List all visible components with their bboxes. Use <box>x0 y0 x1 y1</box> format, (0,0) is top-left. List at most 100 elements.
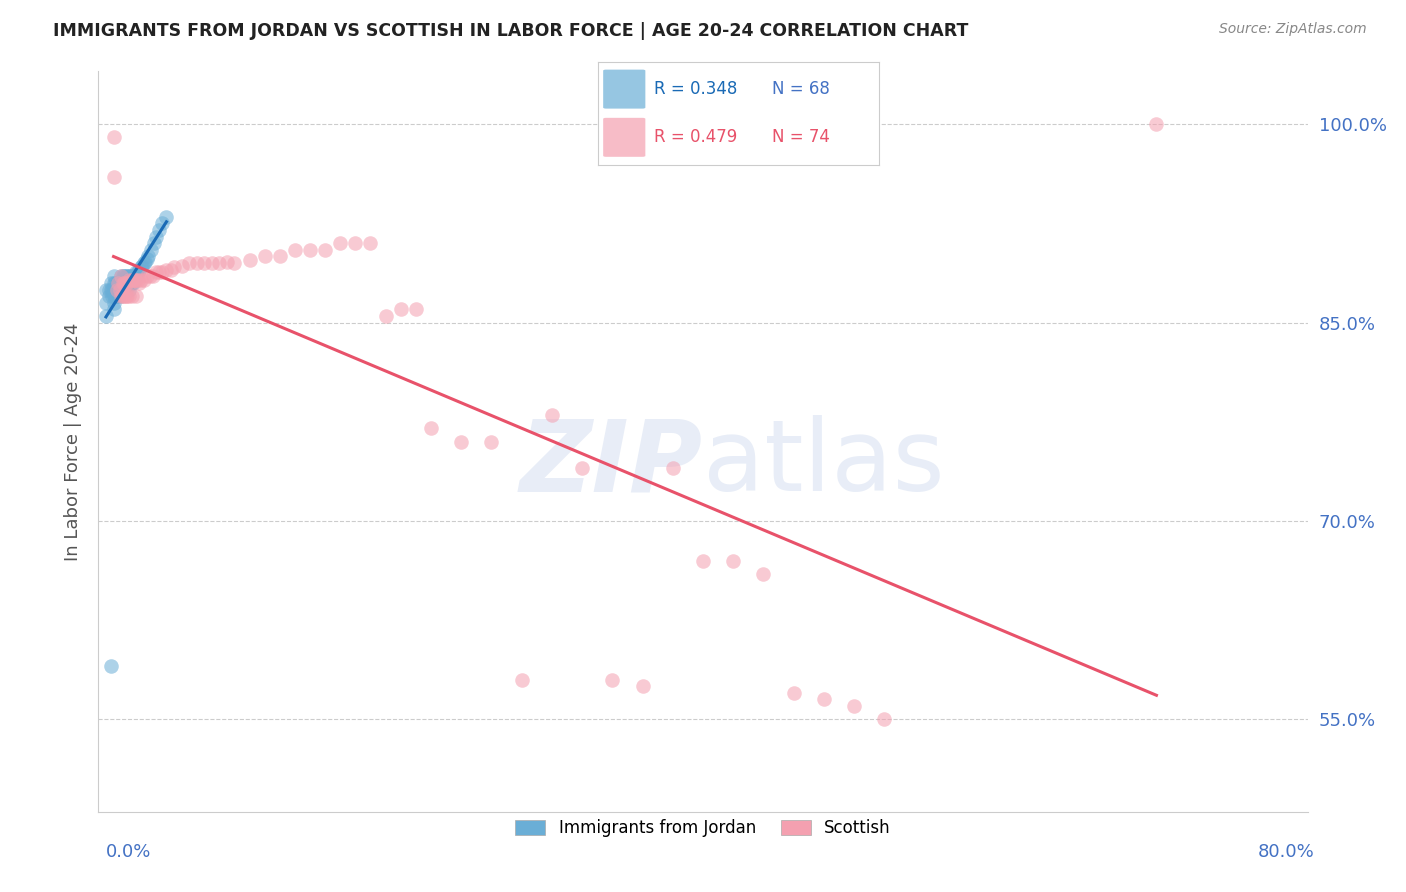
Point <box>111 283 134 297</box>
Point <box>143 236 166 251</box>
Point <box>155 210 177 224</box>
Point <box>129 260 152 274</box>
Point <box>103 276 125 290</box>
Point <box>114 289 136 303</box>
Text: atlas: atlas <box>703 416 945 512</box>
Point <box>215 254 238 268</box>
Point <box>120 276 142 290</box>
Point <box>129 273 152 287</box>
Point <box>101 283 124 297</box>
Point <box>160 262 183 277</box>
Point <box>103 302 125 317</box>
FancyBboxPatch shape <box>603 70 645 109</box>
Point <box>94 283 117 297</box>
Point <box>389 302 412 317</box>
Point <box>108 283 131 297</box>
Text: IMMIGRANTS FROM JORDAN VS SCOTTISH IN LABOR FORCE | AGE 20-24 CORRELATION CHART: IMMIGRANTS FROM JORDAN VS SCOTTISH IN LA… <box>53 22 969 40</box>
Point <box>1144 117 1167 131</box>
Y-axis label: In Labor Force | Age 20-24: In Labor Force | Age 20-24 <box>63 322 82 561</box>
Point <box>150 265 173 279</box>
Point <box>110 276 132 290</box>
Point <box>104 289 127 303</box>
Legend: Immigrants from Jordan, Scottish: Immigrants from Jordan, Scottish <box>509 813 897 844</box>
Point <box>844 698 866 713</box>
Point <box>104 276 127 290</box>
Point <box>602 673 624 687</box>
Point <box>405 302 427 317</box>
Point <box>329 236 352 251</box>
Point <box>110 283 132 297</box>
Point <box>201 256 224 270</box>
Point <box>114 269 136 284</box>
Point <box>105 283 128 297</box>
Point <box>111 289 134 303</box>
Point <box>723 553 745 567</box>
Text: Source: ZipAtlas.com: Source: ZipAtlas.com <box>1219 22 1367 37</box>
Point <box>103 130 125 145</box>
Point <box>98 289 121 303</box>
Point <box>125 289 148 303</box>
Point <box>108 283 131 297</box>
Text: 0.0%: 0.0% <box>105 843 150 861</box>
Point <box>284 243 307 257</box>
Point <box>752 566 775 581</box>
Point <box>112 283 135 297</box>
Point <box>127 265 149 279</box>
Point <box>94 295 117 310</box>
Point <box>107 283 129 297</box>
Point <box>118 269 141 284</box>
Point <box>269 250 291 264</box>
Point <box>103 170 125 185</box>
Point <box>100 283 122 297</box>
Point <box>170 259 193 273</box>
Point <box>108 276 131 290</box>
Point <box>110 269 132 284</box>
Point <box>100 276 122 290</box>
Point <box>224 256 246 270</box>
Text: 80.0%: 80.0% <box>1258 843 1315 861</box>
Point <box>121 289 143 303</box>
Point <box>112 289 135 303</box>
Point <box>107 289 129 303</box>
Point <box>631 679 654 693</box>
Point <box>134 254 156 268</box>
Point <box>193 256 215 270</box>
Point <box>135 269 157 284</box>
Point <box>111 269 134 284</box>
Point <box>186 256 208 270</box>
Point <box>121 269 143 284</box>
Text: N = 74: N = 74 <box>772 128 830 146</box>
Text: N = 68: N = 68 <box>772 80 830 98</box>
Point <box>107 276 129 290</box>
Point <box>150 216 173 230</box>
Point <box>299 243 322 257</box>
Point <box>120 276 142 290</box>
Point <box>148 265 170 279</box>
Point <box>103 289 125 303</box>
Point <box>94 309 117 323</box>
Point <box>540 408 562 422</box>
Point <box>114 276 136 290</box>
FancyBboxPatch shape <box>603 118 645 157</box>
Point <box>873 712 896 726</box>
Point <box>125 273 148 287</box>
Point <box>141 243 163 257</box>
Point <box>314 243 336 257</box>
Point <box>208 256 231 270</box>
Point <box>118 273 141 287</box>
Text: R = 0.479: R = 0.479 <box>654 128 737 146</box>
Point <box>122 276 145 290</box>
Point <box>112 269 135 284</box>
Point <box>692 553 714 567</box>
Point <box>118 289 141 303</box>
Point <box>104 283 127 297</box>
Point <box>163 260 186 274</box>
Point <box>481 434 503 449</box>
Point <box>115 289 138 303</box>
Point <box>131 259 153 273</box>
Point <box>115 276 138 290</box>
Point <box>813 692 835 706</box>
Point <box>105 276 128 290</box>
Point <box>101 289 124 303</box>
Point <box>783 686 806 700</box>
